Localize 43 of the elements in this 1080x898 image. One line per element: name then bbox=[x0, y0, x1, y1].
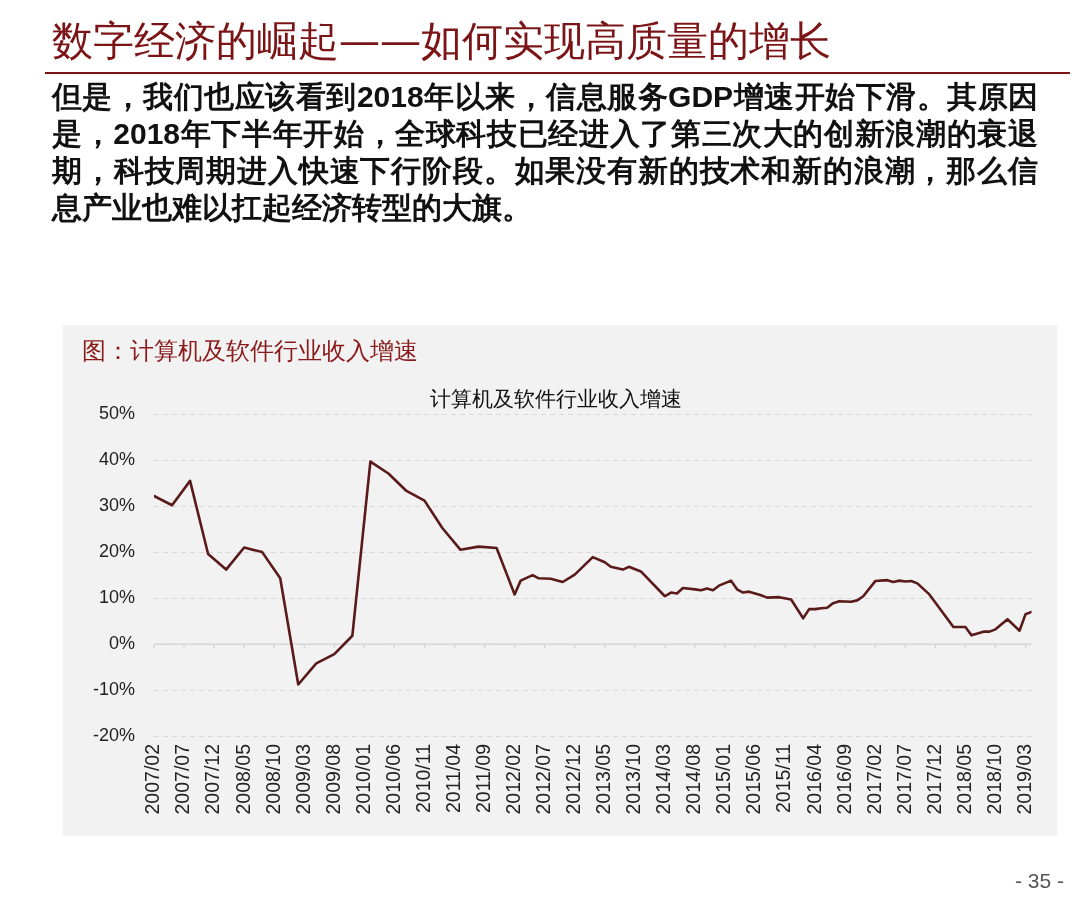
y-tick-label: -10% bbox=[92, 679, 135, 699]
x-tick-label: 2007/02 bbox=[141, 744, 164, 815]
x-tick-label: 2015/11 bbox=[772, 744, 795, 814]
y-tick-label: -20% bbox=[92, 724, 135, 745]
y-tick-label: 20% bbox=[98, 541, 135, 562]
x-tick-label: 2011/04 bbox=[441, 743, 464, 814]
y-tick-label: 30% bbox=[98, 495, 135, 516]
x-tick-label: 2017/12 bbox=[922, 744, 945, 815]
x-tick-label: 2012/07 bbox=[532, 744, 555, 815]
x-tick-label: 2018/05 bbox=[952, 743, 975, 815]
x-tick-label: 2013/10 bbox=[622, 743, 645, 815]
text: - 35 - bbox=[1014, 868, 1064, 894]
x-tick-label: 2018/10 bbox=[982, 743, 1005, 815]
x-tick-label: 2008/10 bbox=[261, 743, 284, 815]
y-tick-label: 50% bbox=[98, 403, 135, 424]
x-tick-label: 2009/03 bbox=[291, 744, 314, 815]
x-tick-label: 2014/03 bbox=[652, 744, 675, 815]
y-tick-label: 40% bbox=[98, 449, 135, 470]
x-tick-label: 2010/01 bbox=[351, 744, 374, 815]
text: 但是，我们也应该看到2018年以来，信息服务GDP增速开始下滑。其原因是，2018年下半年开始，全球科技已经进入了第三次大的创新浪潮的衰退期，科技周期进入快速下行阶段。如果没有新的技术和新的浪潮，那么信息产业也难以扛起经济转型的大旗。 bbox=[52, 79, 1038, 226]
x-tick-label: 2010/06 bbox=[381, 744, 404, 815]
x-tick-label: 2013/05 bbox=[592, 743, 615, 815]
chart-title: 计算机及软件行业收入增速 bbox=[429, 387, 682, 412]
chart-subtitle: 图：计算机及软件行业收入增速 bbox=[82, 337, 418, 366]
x-tick-label: 2010/11 bbox=[411, 744, 434, 814]
x-tick-label: 2011/09 bbox=[471, 744, 494, 814]
y-tick-label: 0% bbox=[108, 633, 135, 654]
x-tick-label: 2015/01 bbox=[712, 744, 735, 815]
x-tick-label: 2016/09 bbox=[832, 744, 855, 815]
x-tick-label: 2012/02 bbox=[502, 744, 525, 815]
x-tick-label: 2017/07 bbox=[892, 744, 915, 815]
x-tick-label: 2008/05 bbox=[231, 743, 254, 815]
x-tick-label: 2017/02 bbox=[862, 744, 885, 815]
x-tick-label: 2019/03 bbox=[1012, 744, 1035, 815]
x-tick-label: 2007/07 bbox=[171, 744, 194, 815]
x-tick-label: 2007/12 bbox=[201, 744, 224, 815]
x-tick-label: 2015/06 bbox=[742, 744, 765, 815]
x-tick-label: 2014/08 bbox=[682, 744, 705, 815]
x-tick-label: 2016/04 bbox=[802, 743, 825, 815]
x-tick-label: 2009/08 bbox=[321, 744, 344, 815]
y-tick-label: 10% bbox=[98, 587, 135, 608]
text: 数字经济的崛起——如何实现高质量的增长 bbox=[52, 16, 831, 66]
x-tick-label: 2012/12 bbox=[562, 744, 585, 815]
